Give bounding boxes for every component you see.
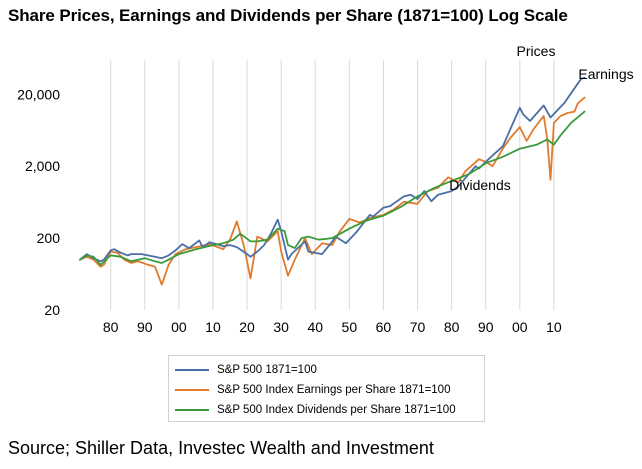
gridlines <box>110 60 555 310</box>
y-tick-label: 20 <box>44 302 60 318</box>
x-tick-label: 50 <box>342 319 358 335</box>
x-tick-label: 30 <box>273 319 289 335</box>
annotation-prices: Prices <box>517 43 556 59</box>
legend-item-dividends: S&P 500 Index Dividends per Share 1871=1… <box>175 401 456 419</box>
y-tick-label: 2,000 <box>25 158 60 174</box>
source-note: Source; Shiller Data, Investec Wealth an… <box>8 438 434 458</box>
legend-label-prices: S&P 500 1871=100 <box>217 364 317 376</box>
x-tick-label: 10 <box>546 319 562 335</box>
legend-swatch-earnings <box>175 389 209 391</box>
series-line-earnings <box>79 96 586 286</box>
x-tick-label: 80 <box>103 319 119 335</box>
x-tick-label: 90 <box>137 319 153 335</box>
legend-item-prices: S&P 500 1871=100 <box>175 361 317 379</box>
series-annotations: Prices Earnings Dividends <box>449 43 633 193</box>
annotation-dividends: Dividends <box>449 177 510 193</box>
legend-swatch-dividends <box>175 409 209 411</box>
legend-label-earnings: S&P 500 Index Earnings per Share 1871=10… <box>217 384 451 396</box>
x-axis-ticks: 80 90 00 10 20 30 40 50 60 70 80 90 00 10 <box>103 319 562 335</box>
x-tick-label: 90 <box>478 319 494 335</box>
y-axis-ticks: 20 200 2,000 20,000 <box>17 86 60 318</box>
annotation-earnings: Earnings <box>578 66 633 82</box>
x-tick-label: 80 <box>444 319 460 335</box>
x-tick-label: 40 <box>307 319 323 335</box>
x-tick-label: 20 <box>239 319 255 335</box>
series-lines <box>79 76 586 286</box>
chart-title: Share Prices, Earnings and Dividends per… <box>8 6 568 25</box>
x-tick-label: 00 <box>512 319 528 335</box>
x-tick-label: 60 <box>376 319 392 335</box>
legend-item-earnings: S&P 500 Index Earnings per Share 1871=10… <box>175 381 450 399</box>
chart-canvas: 20 200 2,000 20,000 80 90 00 10 20 30 40 50 60 70 80 9… <box>17 43 633 335</box>
legend-swatch-prices <box>175 369 209 371</box>
series-line-prices <box>79 76 586 263</box>
series-line-dividends <box>79 110 586 266</box>
legend: S&P 500 1871=100 S&P 500 Index Earnings … <box>168 355 485 422</box>
x-tick-label: 10 <box>205 319 221 335</box>
x-tick-label: 00 <box>171 319 187 335</box>
legend-label-dividends: S&P 500 Index Dividends per Share 1871=1… <box>217 404 456 416</box>
y-tick-label: 200 <box>37 230 61 246</box>
y-tick-label: 20,000 <box>17 86 60 102</box>
x-tick-label: 70 <box>410 319 426 335</box>
